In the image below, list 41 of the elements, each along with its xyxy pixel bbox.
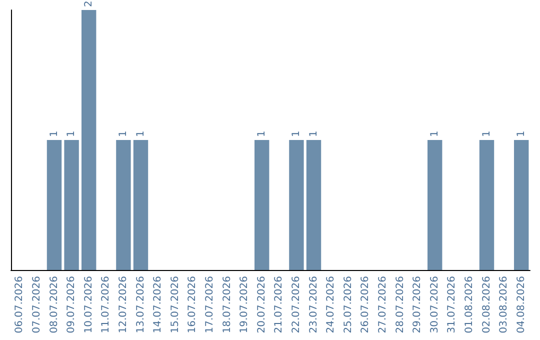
x-tick-label: 26.07.2026 [360,276,372,334]
x-tick-label: 10.07.2026 [83,276,94,334]
data-label: 1 [429,130,440,137]
x-tick-label: 25.07.2026 [342,276,354,334]
data-label: 1 [308,130,320,137]
x-tick-label: 11.07.2026 [100,276,112,334]
data-label: 1 [135,130,146,137]
x-tick-label: 09.07.2026 [66,276,78,334]
x-tick-label: 12.07.2026 [118,276,129,334]
data-label: 2 [83,0,94,7]
x-tick-label: 04.08.2026 [516,276,527,334]
data-label: 1 [481,130,492,137]
x-tick-label: 02.08.2026 [481,276,492,334]
x-tick-label: 27.07.2026 [377,276,388,334]
x-tick-label: 29.07.2026 [412,276,424,334]
x-tick-label: 07.07.2026 [31,276,42,334]
x-tick-label: 13.07.2026 [135,276,146,334]
x-tick-label: 21.07.2026 [274,276,285,334]
x-tick-label: 22.07.2026 [290,276,302,334]
x-tick-label: 03.08.2026 [498,276,510,334]
x-tick-label: 08.07.2026 [48,276,60,334]
x-tick-label: 01.08.2026 [464,276,475,334]
x-tick-label: 18.07.2026 [222,276,233,334]
x-tick-label: 16.07.2026 [187,276,198,334]
x-tick-label: 20.07.2026 [256,276,268,334]
x-tick-label: 24.07.2026 [326,276,337,334]
x-tick-label: 17.07.2026 [204,276,216,334]
x-tick-label: 14.07.2026 [152,276,164,334]
x-tick-label: 15.07.2026 [170,276,181,334]
data-label: 1 [48,130,60,137]
data-label: 1 [118,130,129,137]
x-tick-label: 30.07.2026 [429,276,440,334]
data-label: 1 [256,130,268,137]
x-tick-label: 28.07.2026 [394,276,406,334]
x-tick-label: 23.07.2026 [308,276,320,334]
data-label: 1 [66,130,78,137]
x-tick-label: 31.07.2026 [446,276,458,334]
data-label: 1 [516,130,527,137]
x-tick-label: 19.07.2026 [239,276,250,334]
data-label: 1 [290,130,302,137]
x-tick-label: 06.07.2026 [14,276,26,334]
